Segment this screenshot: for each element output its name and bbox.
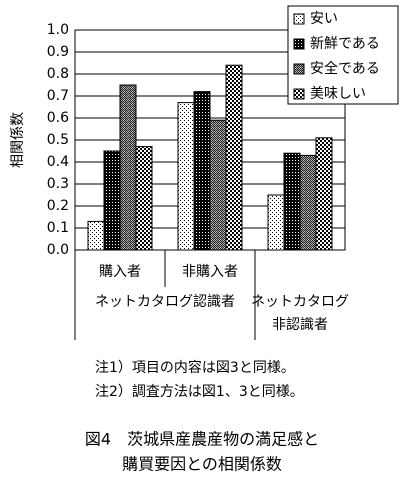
note: 注1）項目の内容は図3と同様。	[95, 359, 295, 376]
legend-swatch	[293, 63, 305, 75]
caption: 購買要因との相関係数	[122, 455, 282, 474]
y-tick-label: 0.3	[47, 176, 69, 192]
group-label: ネットカタログ認識者	[95, 294, 235, 310]
bar	[315, 137, 333, 251]
bar	[283, 152, 301, 251]
y-tick-label: 1.0	[47, 22, 69, 38]
bar	[193, 91, 211, 251]
legend-swatch	[293, 13, 305, 25]
bar	[119, 84, 137, 251]
legend-swatch	[293, 38, 305, 50]
y-tick-label: 0.6	[47, 110, 69, 126]
bar	[299, 154, 317, 251]
bar	[225, 64, 243, 251]
y-tick-label: 0.0	[47, 242, 69, 258]
legend-box	[287, 5, 399, 105]
legend-label: 安全である	[310, 60, 380, 77]
y-tick-label: 0.4	[47, 154, 69, 170]
y-tick-label: 0.7	[47, 88, 69, 104]
caption: 図4 茨城県産農産物の満足感と	[85, 430, 319, 449]
y-tick-label: 0.8	[47, 66, 69, 82]
bar	[103, 150, 121, 251]
bar	[267, 194, 285, 251]
group-label: ネットカタログ	[251, 294, 349, 310]
note: 注2）調査方法は図1、3と同様。	[95, 384, 304, 400]
y-tick-label: 0.1	[47, 220, 69, 236]
bar	[209, 119, 227, 251]
bar	[177, 102, 195, 251]
legend-label: 美味しい	[310, 86, 366, 102]
y-axis-label: 相関係数	[10, 112, 26, 168]
legend-swatch	[293, 88, 305, 100]
y-tick-label: 0.2	[47, 198, 69, 214]
legend-label: 安い	[310, 11, 338, 27]
bar	[87, 220, 105, 251]
group-label: 非認識者	[272, 317, 328, 333]
y-tick-label: 0.9	[47, 44, 69, 60]
x-tick-label: 非購入者	[182, 264, 238, 280]
x-tick-label: 購入者	[99, 264, 141, 280]
y-tick-label: 0.5	[47, 132, 69, 148]
legend-label: 新鮮である	[310, 36, 380, 52]
bar	[135, 146, 153, 251]
